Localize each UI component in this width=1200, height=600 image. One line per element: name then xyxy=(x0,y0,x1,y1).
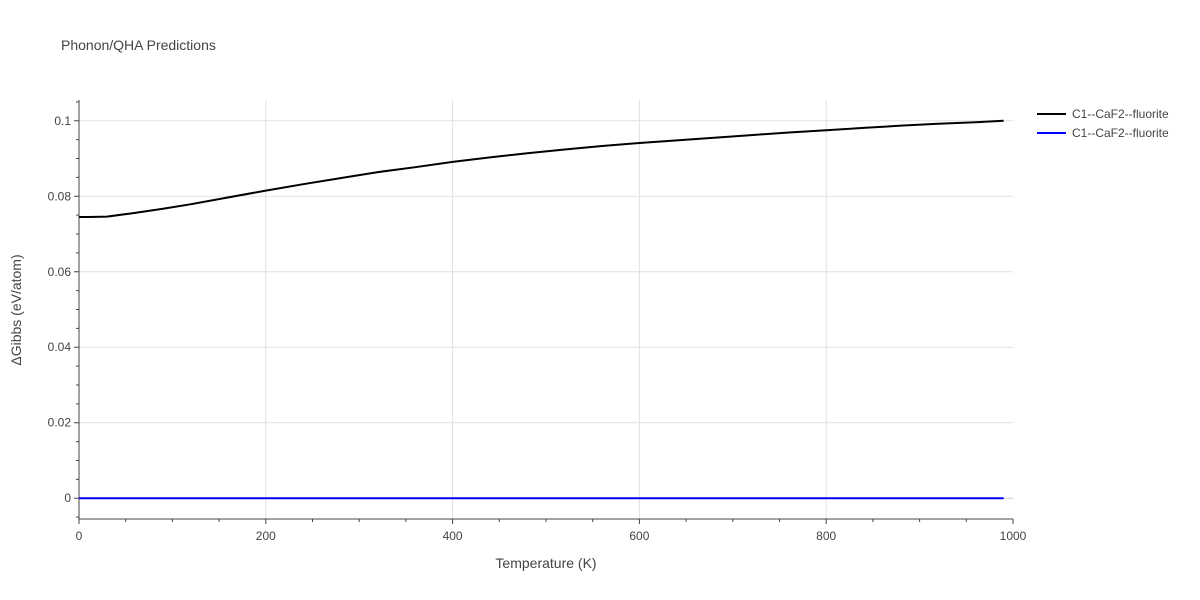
x-tick-label: 200 xyxy=(256,529,276,543)
x-axis-ticks: 0 200 400 600 800 1000 xyxy=(76,519,1027,543)
series-line-0 xyxy=(79,119,1004,219)
x-tick-label: 600 xyxy=(629,529,649,543)
y-axis-ticks: 0 0.02 0.04 0.06 0.08 0.1 xyxy=(48,101,79,518)
legend: C1--CaF2--fluorite C1--CaF2--fluorite xyxy=(1037,107,1169,140)
y-axis-title: ΔGibbs (eV/atom) xyxy=(8,254,24,365)
series-lines xyxy=(79,119,1004,500)
y-tick-label: 0.08 xyxy=(48,189,72,203)
y-tick-label: 0.04 xyxy=(48,340,72,354)
y-tick-label: 0 xyxy=(64,491,71,505)
y-tick-label: 0.1 xyxy=(54,114,71,128)
x-tick-label: 400 xyxy=(443,529,463,543)
grid xyxy=(79,100,1013,519)
y-tick-label: 0.02 xyxy=(48,416,72,430)
x-axis-title: Temperature (K) xyxy=(495,555,596,571)
chart-title: Phonon/QHA Predictions xyxy=(61,37,216,53)
x-tick-label: 1000 xyxy=(1000,529,1027,543)
legend-label-1: C1--CaF2--fluorite xyxy=(1072,126,1169,140)
legend-label-0: C1--CaF2--fluorite xyxy=(1072,107,1169,121)
axes xyxy=(78,100,1013,520)
y-tick-label: 0.06 xyxy=(48,265,72,279)
x-tick-label: 0 xyxy=(76,529,83,543)
x-tick-label: 800 xyxy=(816,529,836,543)
